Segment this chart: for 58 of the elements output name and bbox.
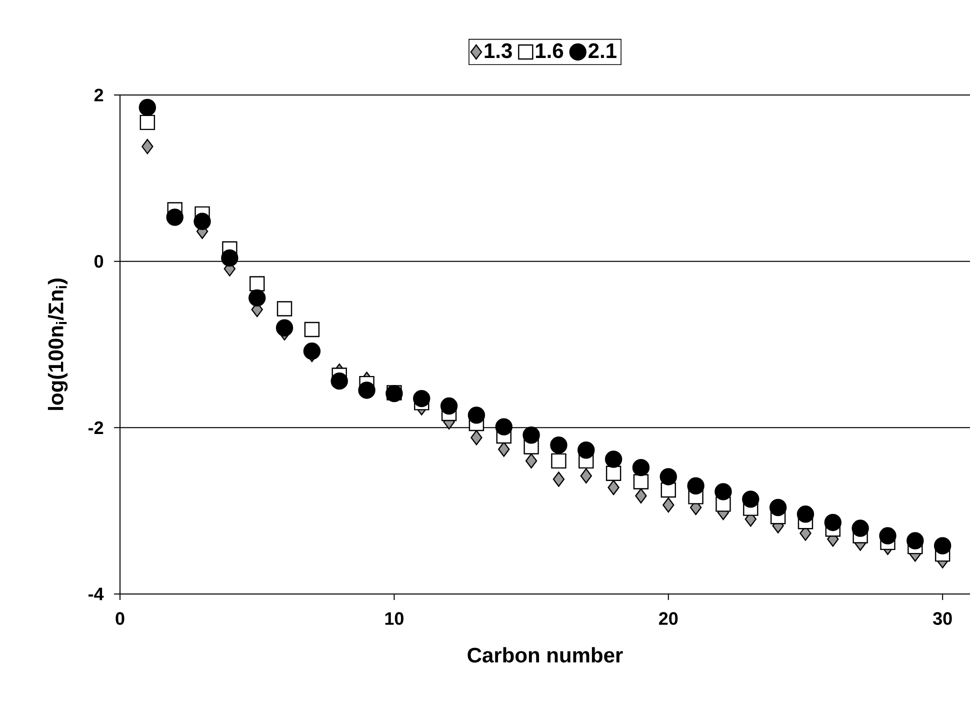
point xyxy=(852,520,869,537)
point xyxy=(525,453,538,469)
point xyxy=(440,397,458,415)
point xyxy=(660,468,677,486)
x-tick-label: 0 xyxy=(116,612,124,625)
point xyxy=(934,537,952,554)
point xyxy=(413,390,430,408)
x-tick-label: 20 xyxy=(659,612,678,625)
point xyxy=(551,453,566,469)
point xyxy=(248,289,266,307)
point xyxy=(662,497,674,513)
point xyxy=(468,406,486,424)
point xyxy=(166,208,184,226)
point xyxy=(142,138,154,154)
y-tick-label: -2 xyxy=(88,421,104,434)
legend-label: 2.1 xyxy=(588,43,616,58)
legend-label: 1.3 xyxy=(484,43,512,58)
point xyxy=(276,319,294,336)
point xyxy=(879,527,896,544)
point xyxy=(687,477,704,494)
point xyxy=(522,426,540,444)
y-axis-title: log(100n$_{i}$/Σn$_{i}$) xyxy=(48,278,68,410)
point xyxy=(138,98,156,116)
point xyxy=(495,418,512,436)
point xyxy=(276,301,292,316)
point xyxy=(633,474,649,490)
point xyxy=(358,382,376,399)
point xyxy=(140,114,156,130)
x-tick-label: 10 xyxy=(385,612,404,625)
point xyxy=(906,532,924,550)
point xyxy=(250,276,265,292)
point xyxy=(550,436,568,454)
point xyxy=(578,442,595,459)
point xyxy=(632,458,650,476)
y-tick-label: 0 xyxy=(94,254,104,268)
point xyxy=(304,322,320,338)
point xyxy=(194,212,211,230)
point xyxy=(769,498,787,516)
point xyxy=(221,249,238,267)
point xyxy=(608,480,620,496)
point xyxy=(604,450,622,468)
point xyxy=(606,466,622,481)
point xyxy=(580,468,592,484)
point xyxy=(330,372,348,390)
point xyxy=(635,488,647,504)
point xyxy=(714,483,732,500)
legend-label: 1.6 xyxy=(536,43,564,58)
point xyxy=(470,430,482,446)
point xyxy=(552,472,565,487)
y-tick-label: 2 xyxy=(94,88,104,102)
point xyxy=(498,442,510,457)
point xyxy=(303,342,321,360)
point xyxy=(796,506,814,523)
point xyxy=(742,490,760,508)
y-tick-label: -4 xyxy=(88,588,104,600)
point xyxy=(824,514,842,532)
x-axis-title: Carbon number xyxy=(468,647,623,663)
x-tick-label: 30 xyxy=(932,612,952,625)
